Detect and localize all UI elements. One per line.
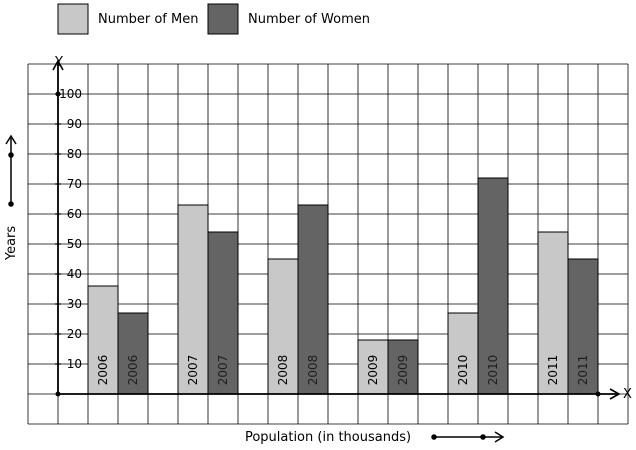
y-tick-label: 90 xyxy=(67,117,82,131)
bar-men-2011 xyxy=(537,231,569,395)
y-tick-label: 80 xyxy=(67,147,82,161)
bar-men-2006 xyxy=(87,285,119,395)
bar-labels: 2006 2006 2007 2007 2008 2008 2009 2009 2010 2010… xyxy=(96,355,590,386)
bar-women-2008 xyxy=(297,204,329,395)
bar-label-men-2011: 2011 xyxy=(546,355,560,386)
y-axis-arrow-icon xyxy=(52,59,64,71)
y-tick-labels: 10 20 30 40 50 60 70 80 90 100 xyxy=(55,87,82,371)
legend-label-men: Number of Men xyxy=(98,12,198,27)
legend: Number of Men Number of Women xyxy=(57,3,370,35)
y-tick-label: 10 xyxy=(67,357,82,371)
bar-women-2009 xyxy=(387,339,419,395)
y-tick-label: 70 xyxy=(67,177,82,191)
y-tick-label: 40 xyxy=(67,267,82,281)
bar-women-2006 xyxy=(117,312,149,395)
x-label-arrow-icon xyxy=(431,431,505,443)
bar-label-men-2007: 2007 xyxy=(186,355,200,386)
x-axis-arrow-icon xyxy=(609,388,621,400)
bar-label-women-2006: 2006 xyxy=(126,355,140,386)
y-tick-label: 100 xyxy=(59,87,82,101)
bar-women-2011 xyxy=(567,258,599,395)
bar-label-men-2009: 2009 xyxy=(366,355,380,386)
legend-swatch-men xyxy=(57,3,89,35)
bars xyxy=(87,177,599,395)
y-tick-label: 50 xyxy=(67,237,82,251)
bar-label-men-2008: 2008 xyxy=(276,355,290,386)
bar-label-women-2010: 2010 xyxy=(486,355,500,386)
legend-swatch-women xyxy=(207,3,239,35)
y-tick-label: 60 xyxy=(67,207,82,221)
bar-men-2008 xyxy=(267,258,299,395)
bar-label-women-2009: 2009 xyxy=(396,355,410,386)
y-label-arrow-icon xyxy=(5,134,17,207)
x-axis-end-dot xyxy=(595,391,601,397)
origin-dot xyxy=(55,391,61,397)
axes xyxy=(52,59,621,400)
legend-label-women: Number of Women xyxy=(248,12,370,27)
bar-women-2010 xyxy=(477,177,509,395)
bar-label-women-2007: 2007 xyxy=(216,355,230,386)
y-axis-label: Years xyxy=(4,226,19,262)
x-axis-letter: X xyxy=(623,387,632,402)
y-tick-label: 30 xyxy=(67,297,82,311)
bar-men-2010 xyxy=(447,312,479,395)
x-axis-label: Population (in thousands) xyxy=(245,430,411,445)
y-axis-letter: Y xyxy=(54,55,63,70)
bar-label-men-2010: 2010 xyxy=(456,355,470,386)
bar-label-men-2006: 2006 xyxy=(96,355,110,386)
bar-women-2007 xyxy=(207,231,239,395)
y-tick-label: 20 xyxy=(67,327,82,341)
bar-label-women-2011: 2011 xyxy=(576,355,590,386)
bar-label-women-2008: 2008 xyxy=(306,355,320,386)
